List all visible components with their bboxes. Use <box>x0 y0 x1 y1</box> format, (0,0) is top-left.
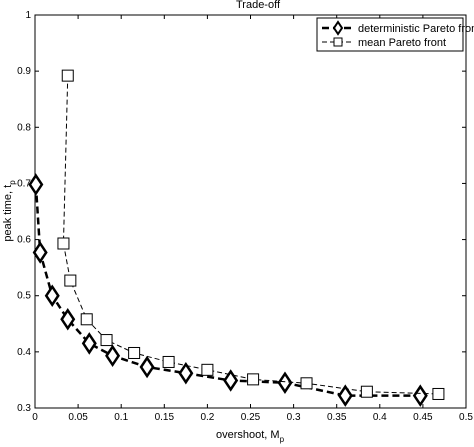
legend-label: mean Pareto front <box>358 37 446 49</box>
legend-label: deterministic Pareto front <box>358 23 474 35</box>
y-tick-label: 1 <box>25 10 31 21</box>
x-tick-label: 0.35 <box>327 412 347 423</box>
data-point-diamond <box>28 173 44 196</box>
x-tick-label: 0.45 <box>413 412 433 423</box>
y-tick-label: 0.4 <box>17 347 31 358</box>
x-tick-label: 0.3 <box>287 412 301 423</box>
series-line-1 <box>62 75 439 395</box>
plot-frame <box>34 14 467 409</box>
x-tick-label: 0.1 <box>114 412 128 423</box>
data-point-square <box>80 313 93 326</box>
data-point-diamond <box>277 371 293 394</box>
legend: deterministic Pareto front mean Pareto fr… <box>316 17 474 52</box>
data-point-diamond <box>178 361 194 385</box>
legend-marker-square <box>333 37 343 47</box>
y-tick-label: 0.8 <box>17 122 31 133</box>
x-tick-label: 0.4 <box>373 412 387 423</box>
data-point-square <box>64 274 77 287</box>
y-tick-label: 0.5 <box>17 291 31 302</box>
data-point-square <box>247 373 260 386</box>
data-point-diamond <box>412 384 428 407</box>
data-point-square <box>432 387 445 400</box>
y-axis-title: peak time, tp <box>2 180 17 242</box>
x-axis-title: overshoot, Mp <box>216 429 285 444</box>
plot-area: 0 0.05 0.1 0.15 0.2 0.25 0.3 0.35 0.4 0.45 0.5 0.3… <box>17 10 473 423</box>
data-point-square <box>360 385 373 398</box>
data-point-square <box>201 363 214 376</box>
y-tick-label: 0.7 <box>17 178 31 189</box>
data-point-diamond <box>32 241 48 264</box>
data-point-square <box>162 355 175 368</box>
x-tick-label: 0.5 <box>459 412 473 423</box>
y-axis: 0.3 0.4 0.5 0.6 0.7 0.8 0.9 1 <box>17 10 466 414</box>
x-tick-label: 0.05 <box>68 412 88 423</box>
data-point-diamond <box>60 308 76 331</box>
chart-title: Trade-off <box>236 0 281 11</box>
legend-marker-diamond <box>332 20 344 36</box>
data-point-square <box>300 377 313 390</box>
y-tick-label: 0.9 <box>17 66 31 77</box>
x-tick-label: 0.15 <box>155 412 175 423</box>
series-layer <box>28 69 445 407</box>
data-point-square <box>100 334 113 347</box>
data-point-diamond <box>44 284 60 307</box>
x-tick-label: 0.25 <box>241 412 261 423</box>
data-point-square <box>61 69 74 82</box>
data-point-diamond <box>223 369 239 392</box>
data-point-diamond <box>81 332 97 355</box>
data-point-square <box>128 346 141 359</box>
y-tick-label: 0.6 <box>17 235 31 246</box>
data-point-diamond <box>139 355 155 379</box>
x-tick-label: 0.2 <box>200 412 214 423</box>
data-point-diamond <box>337 384 353 407</box>
data-point-diamond <box>105 344 121 368</box>
data-point-square <box>57 237 70 250</box>
x-tick-label: 0 <box>32 412 38 423</box>
y-tick-label: 0.3 <box>17 403 31 414</box>
